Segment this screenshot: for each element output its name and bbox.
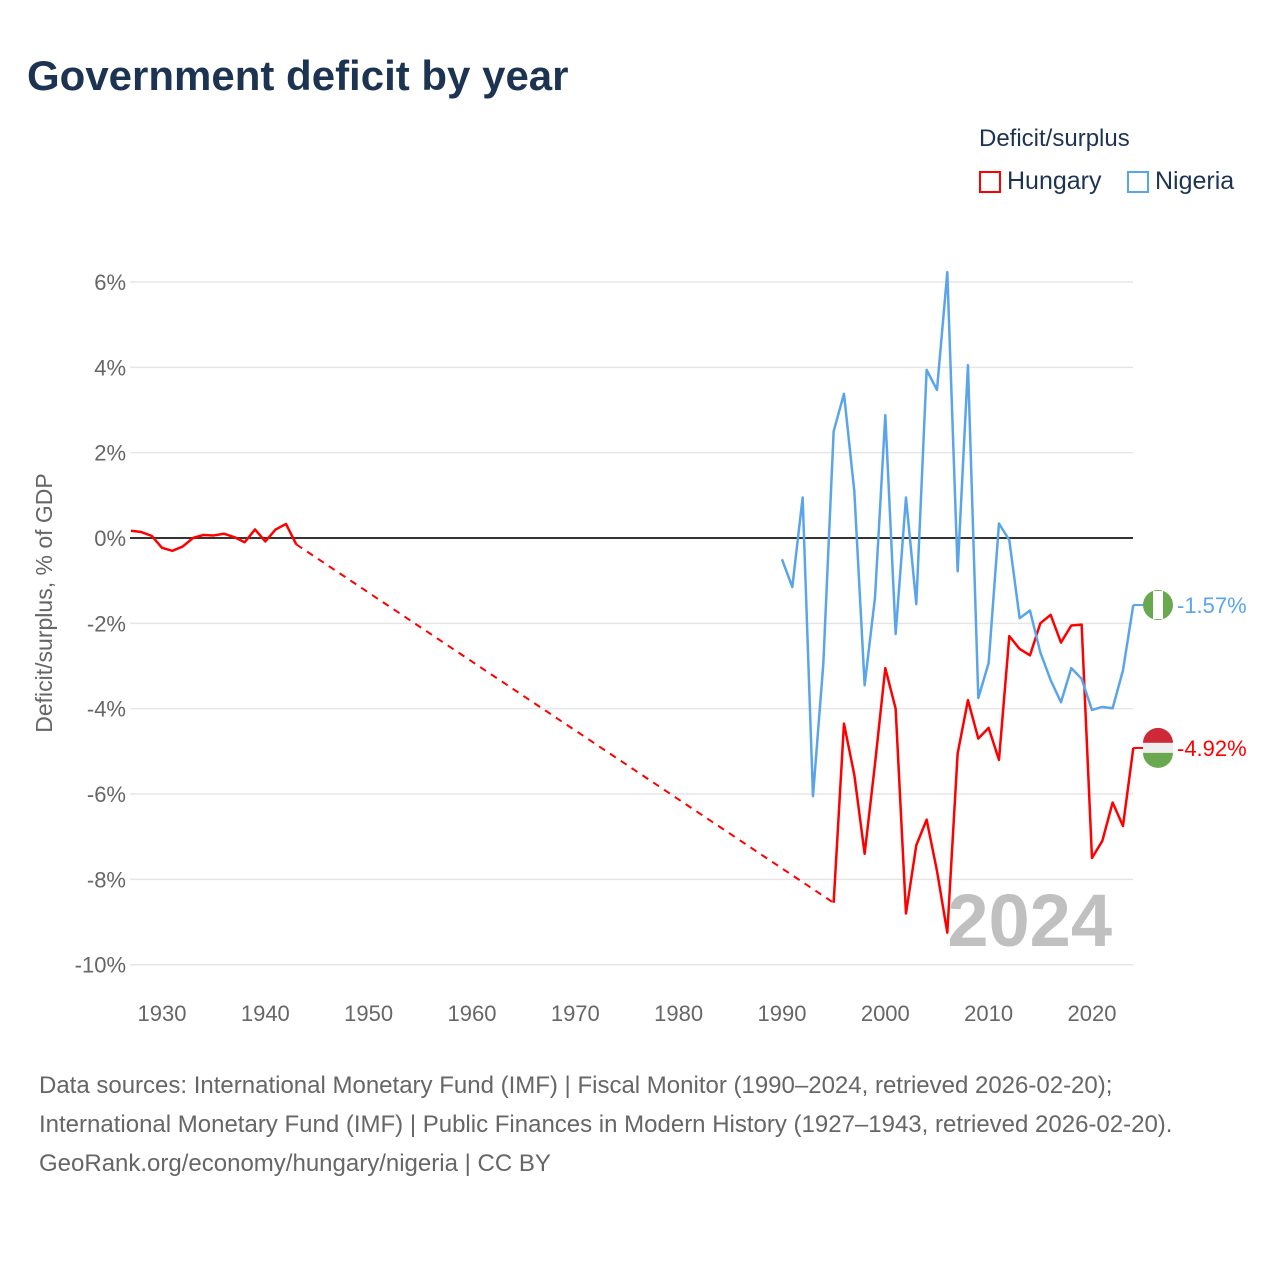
legend-label: Nigeria <box>1155 167 1235 195</box>
legend-swatch <box>1127 170 1149 193</box>
x-tick-label: 1990 <box>758 1001 807 1026</box>
nigeria-flag-icon <box>1153 590 1163 619</box>
legend-item-hungary[interactable]: Hungary <box>979 167 1102 196</box>
x-tick-label: 1970 <box>551 1001 600 1026</box>
legend-swatch <box>979 170 1001 193</box>
y-tick-label: -4% <box>87 697 126 722</box>
attribution[interactable]: GeoRank.org/economy/hungary/nigeria | CC… <box>39 1150 551 1177</box>
end-value-label: -4.92% <box>1177 736 1247 761</box>
hungary-flag-icon <box>1143 742 1173 753</box>
year-watermark: 2024 <box>947 879 1112 962</box>
end-value-label: -1.57% <box>1177 593 1247 618</box>
y-tick-label: -2% <box>87 611 126 636</box>
source-line: International Monetary Fund (IMF) | Publ… <box>39 1111 1173 1138</box>
x-tick-label: 2020 <box>1067 1001 1116 1026</box>
y-tick-label: -10% <box>75 953 126 978</box>
hungary-flag-icon <box>1143 727 1173 743</box>
series-line-hungary <box>832 613 1135 934</box>
chart-title: Government deficit by year <box>27 52 569 99</box>
x-tick-label: 2000 <box>861 1001 910 1026</box>
legend-item-nigeria[interactable]: Nigeria <box>1127 167 1234 196</box>
series-line-hungary <box>130 522 298 553</box>
x-tick-label: 1940 <box>241 1001 290 1026</box>
plot-area: 6% 4% 2% 0% -2% -4% -6% -8% -10% 1930 1940 1950 1960… <box>31 270 1247 1026</box>
source-line: Data sources: International Monetary Fun… <box>39 1072 1113 1099</box>
footer: Data sources: International Monetary Fun… <box>39 1066 1239 1183</box>
series-line-nigeria <box>780 270 1135 798</box>
legend-title: Deficit/surplus <box>979 125 1130 152</box>
legend-label: Hungary <box>1007 167 1102 195</box>
y-tick-label: 0% <box>94 526 126 551</box>
x-tick-label: 1960 <box>448 1001 497 1026</box>
hungary-flag-icon <box>1143 752 1173 768</box>
y-tick-label: -6% <box>87 782 126 807</box>
y-axis-label: Deficit/surplus, % of GDP <box>31 473 57 732</box>
x-tick-label: 1930 <box>138 1001 187 1026</box>
y-tick-label: -8% <box>87 867 126 892</box>
gap-line-hungary <box>295 543 835 904</box>
y-tick-label: 4% <box>94 355 126 380</box>
x-tick-label: 2010 <box>964 1001 1013 1026</box>
y-tick-label: 2% <box>94 441 126 466</box>
x-tick-label: 1980 <box>654 1001 703 1026</box>
y-tick-label: 6% <box>94 270 126 295</box>
x-tick-label: 1950 <box>344 1001 393 1026</box>
